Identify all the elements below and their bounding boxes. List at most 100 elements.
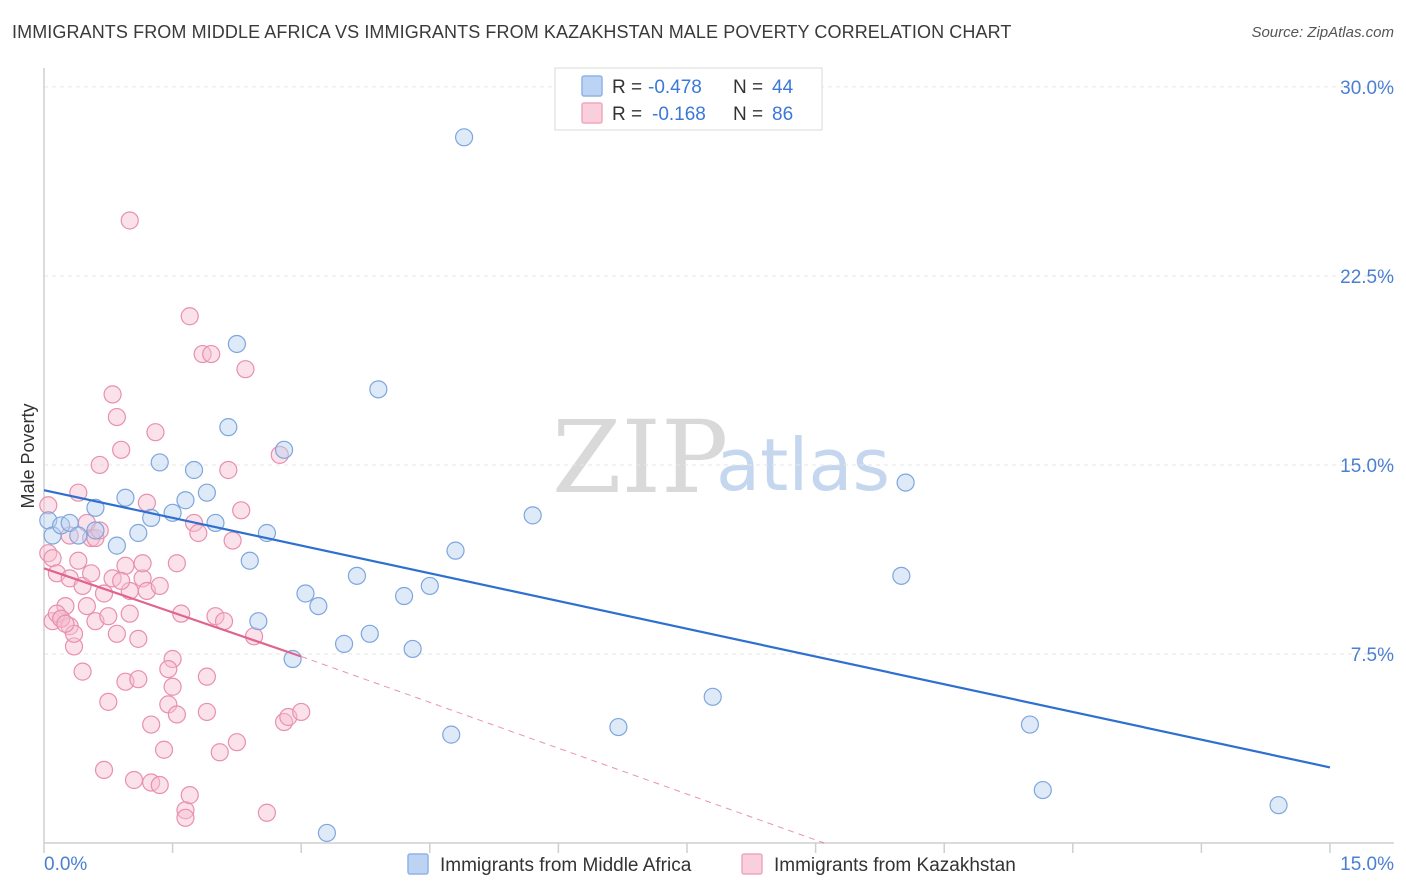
x-tick-label-max: 15.0% bbox=[1340, 854, 1394, 875]
y-tick-label: 22.5% bbox=[1340, 267, 1394, 288]
kazakhstan-point bbox=[77, 596, 96, 616]
middle-africa-point bbox=[116, 488, 135, 507]
kazakhstan-point bbox=[232, 501, 251, 520]
kazakhstan-point bbox=[107, 624, 126, 643]
kazakhstan-point bbox=[112, 571, 131, 590]
kazakhstan-point bbox=[219, 460, 238, 480]
kazakhstan-point bbox=[69, 551, 88, 570]
correlation-legend: R = -0.478 N = 44 R = -0.168 N = 86 bbox=[554, 67, 823, 131]
middle-africa-point bbox=[454, 128, 474, 147]
kazakhstan-point bbox=[150, 775, 169, 795]
middle-africa-point bbox=[197, 483, 216, 502]
legend-r-value-blue: -0.478 bbox=[648, 77, 702, 98]
x-ticks bbox=[43, 843, 1331, 853]
kazakhstan-point bbox=[197, 702, 216, 722]
kazakhstan-point bbox=[292, 702, 311, 722]
kazakhstan-point bbox=[223, 531, 242, 550]
kazakhstan-point bbox=[197, 667, 216, 686]
middle-africa-point bbox=[240, 551, 259, 570]
kazakhstan-point bbox=[257, 803, 277, 822]
kazakhstan-point bbox=[159, 659, 178, 679]
kazakhstan-point bbox=[163, 649, 182, 669]
middle-africa-point bbox=[86, 498, 105, 517]
middle-africa-point bbox=[703, 687, 722, 706]
middle-africa-point bbox=[609, 717, 628, 737]
y-tick-label: 30.0% bbox=[1340, 78, 1394, 99]
chart-source: Source: ZipAtlas.com bbox=[1251, 24, 1394, 41]
middle-africa-point bbox=[219, 418, 238, 437]
kazakhstan-point bbox=[163, 677, 182, 696]
kazakhstan-points bbox=[39, 211, 311, 827]
kazakhstan-point bbox=[90, 521, 109, 540]
middle-africa-point bbox=[420, 576, 439, 596]
kazakhstan-point bbox=[142, 715, 161, 734]
middle-africa-point bbox=[892, 566, 911, 585]
middle-africa-point bbox=[369, 380, 388, 399]
kazakhstan-trend-line bbox=[43, 567, 302, 658]
middle-africa-point bbox=[360, 624, 379, 643]
legend-n-label-blue: N = bbox=[733, 77, 763, 98]
kazakhstan-point bbox=[99, 607, 118, 626]
legend-swatch-pink bbox=[581, 102, 603, 124]
trend-lines bbox=[43, 489, 1331, 844]
kazakhstan-point bbox=[120, 604, 139, 623]
middle-africa-point bbox=[1269, 796, 1288, 815]
kazakhstan-point bbox=[112, 440, 131, 459]
kazakhstan-point bbox=[73, 662, 92, 681]
series-legend-swatch-blue bbox=[407, 853, 429, 875]
middle-africa-point bbox=[227, 334, 246, 354]
series-legend-label-blue: Immigrants from Middle Africa bbox=[440, 855, 692, 876]
middle-africa-point bbox=[347, 566, 367, 585]
kazakhstan-point bbox=[43, 549, 62, 568]
kazakhstan-point bbox=[154, 740, 174, 759]
kazakhstan-point bbox=[180, 307, 199, 326]
middle-africa-point bbox=[296, 584, 315, 603]
middle-africa-point bbox=[394, 586, 414, 606]
legend-r-label-pink: R = bbox=[612, 104, 642, 125]
kazakhstan-point bbox=[206, 607, 225, 626]
kazakhstan-point bbox=[176, 801, 195, 820]
middle-africa-point bbox=[317, 823, 337, 843]
middle-africa-point bbox=[150, 453, 169, 472]
middle-africa-trend-line bbox=[43, 489, 1331, 769]
series-legend-swatch-pink bbox=[741, 853, 763, 875]
kazakhstan-point bbox=[39, 496, 58, 515]
kazakhstan-point bbox=[107, 407, 126, 427]
middle-africa-point bbox=[334, 634, 354, 653]
y-tick-labels: 7.5% 15.0% 22.5% 30.0% bbox=[1340, 78, 1394, 666]
middle-africa-point bbox=[523, 506, 542, 525]
middle-africa-point bbox=[446, 541, 465, 560]
y-tick-label: 7.5% bbox=[1351, 645, 1394, 666]
legend-r-label-blue: R = bbox=[612, 77, 642, 98]
kazakhstan-point bbox=[56, 614, 75, 633]
kazakhstan-point bbox=[167, 705, 186, 724]
kazakhstan-point bbox=[180, 786, 199, 805]
kazakhstan-point bbox=[202, 344, 221, 364]
kazakhstan-point bbox=[227, 733, 246, 752]
legend-n-label-pink: N = bbox=[733, 104, 763, 125]
chart-title: IMMIGRANTS FROM MIDDLE AFRICA VS IMMIGRA… bbox=[12, 22, 1012, 42]
legend-r-value-pink: -0.168 bbox=[652, 104, 706, 125]
x-tick-label-min: 0.0% bbox=[44, 854, 87, 875]
middle-africa-point bbox=[896, 473, 915, 492]
middle-africa-points bbox=[39, 128, 1288, 843]
kazakhstan-point bbox=[82, 564, 101, 583]
middle-africa-point bbox=[403, 639, 422, 659]
middle-africa-point bbox=[107, 536, 126, 555]
middle-africa-point bbox=[1033, 780, 1052, 800]
middle-africa-point bbox=[86, 521, 105, 540]
axes bbox=[43, 68, 1394, 844]
middle-africa-point bbox=[1020, 715, 1040, 734]
kazakhstan-point bbox=[120, 211, 139, 230]
series-legend-label-pink: Immigrants from Kazakhstan bbox=[774, 855, 1016, 876]
kazakhstan-point bbox=[64, 637, 84, 656]
legend-n-value-pink: 86 bbox=[772, 104, 793, 125]
kazakhstan-point bbox=[116, 556, 135, 575]
middle-africa-point bbox=[69, 526, 88, 545]
watermark-zip: ZIP bbox=[552, 399, 728, 516]
legend-swatch-blue bbox=[581, 75, 603, 97]
kazakhstan-point bbox=[150, 576, 169, 596]
middle-africa-point bbox=[274, 440, 294, 459]
y-axis-label: Male Poverty bbox=[18, 403, 38, 508]
